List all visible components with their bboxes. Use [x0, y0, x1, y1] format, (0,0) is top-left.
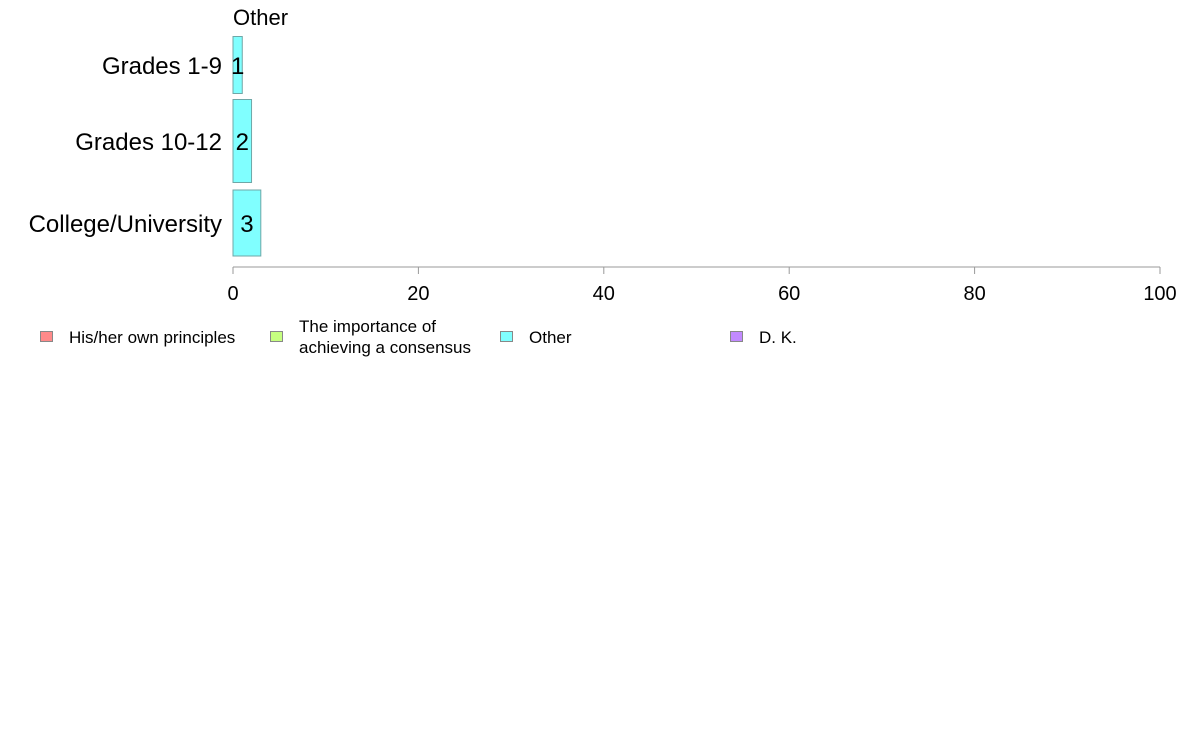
bar-data-label: 1: [231, 53, 244, 80]
bar: [232, 99, 253, 183]
legend-label: His/her own principles: [69, 328, 236, 347]
bar-data-label: 3: [240, 211, 253, 238]
x-tick-label: 100: [1143, 283, 1176, 300]
bars: [232, 36, 262, 257]
category-labels: Grades 1-9 Grades 10-12 College/University: [29, 53, 222, 238]
x-tick-label: 0: [227, 283, 238, 300]
bar-data-label: 2: [236, 129, 249, 156]
x-tick-label: 80: [963, 283, 985, 300]
legend-label: D. K.: [759, 328, 797, 347]
legend-item: The importance of achieving a consensus: [270, 317, 472, 358]
legend-item: D. K.: [730, 318, 797, 348]
legend: His/her own principles The importance of …: [40, 317, 1140, 364]
panel-title: Other: [233, 5, 288, 30]
x-tick-label: 20: [407, 283, 429, 300]
category-label: College/University: [29, 211, 222, 238]
category-label: Grades 1-9: [102, 53, 222, 80]
legend-swatch: [730, 331, 743, 342]
legend-swatch: [270, 331, 283, 342]
x-axis: 0 20 40 60 80 100: [227, 266, 1177, 300]
bar-chart: Other Grades 1-9 Grades 10-12 College/Univ…: [29, 5, 1177, 300]
bar: [232, 36, 243, 94]
x-tick-label: 40: [593, 283, 615, 300]
bar: [232, 189, 262, 257]
category-label: Grades 10-12: [75, 129, 222, 156]
legend-swatch: [500, 331, 513, 342]
legend-swatch: [40, 331, 53, 342]
legend-item: His/her own principles: [40, 318, 235, 348]
legend-label: The importance of achieving a consensus: [299, 317, 472, 357]
x-tick-label: 60: [778, 283, 800, 300]
legend-label: Other: [529, 328, 572, 347]
bar-data-labels: 1 2 3: [231, 53, 254, 238]
legend-item: Other: [500, 318, 572, 348]
